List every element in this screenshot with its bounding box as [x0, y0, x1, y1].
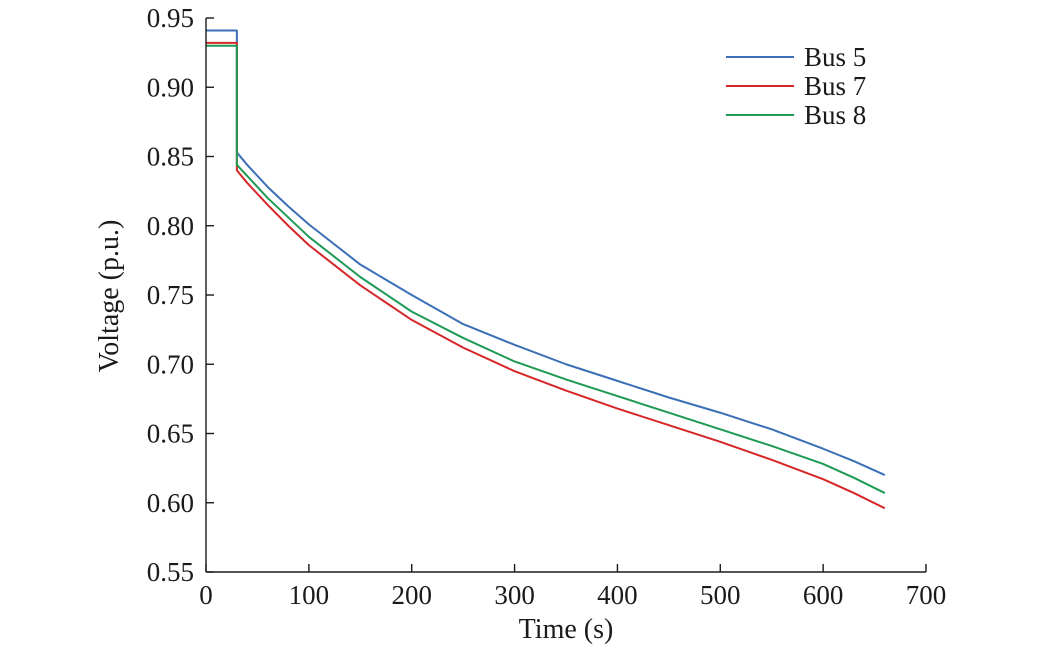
y-ticks: 0.55 0.60 0.65 0.70 0.75 0.80 0.85 0.90 0.95	[147, 3, 214, 587]
legend-label-bus-8: Bus 8	[804, 100, 866, 130]
x-tick-label: 0	[199, 580, 213, 610]
x-tick-label: 400	[597, 580, 638, 610]
y-tick-label: 0.70	[147, 349, 194, 379]
y-tick-label: 0.90	[147, 72, 194, 102]
y-tick-label: 0.60	[147, 488, 194, 518]
y-tick-label: 0.85	[147, 142, 194, 172]
x-tick-label: 100	[289, 580, 330, 610]
series-line-bus-5	[206, 29, 886, 476]
y-tick-label: 0.95	[147, 3, 194, 33]
y-tick-label: 0.75	[147, 280, 194, 310]
y-axis-title: Voltage (p.u.)	[94, 220, 125, 373]
x-tick-label: 200	[391, 580, 432, 610]
x-axis-title: Time (s)	[519, 614, 614, 645]
series-layer	[206, 29, 886, 510]
y-tick-label: 0.55	[147, 557, 194, 587]
x-tick-label: 600	[803, 580, 844, 610]
x-tick-label: 300	[494, 580, 535, 610]
y-tick-label: 0.65	[147, 419, 194, 449]
x-ticks: 0 100 200 300 400 500 600 700	[199, 564, 946, 610]
x-tick-label: 500	[700, 580, 741, 610]
y-tick-label: 0.80	[147, 211, 194, 241]
legend-label-bus-5: Bus 5	[804, 42, 866, 72]
series-line-bus-8	[206, 44, 886, 494]
series-line-bus-7	[206, 41, 886, 510]
x-tick-label: 700	[906, 580, 947, 610]
legend-label-bus-7: Bus 7	[804, 71, 866, 101]
